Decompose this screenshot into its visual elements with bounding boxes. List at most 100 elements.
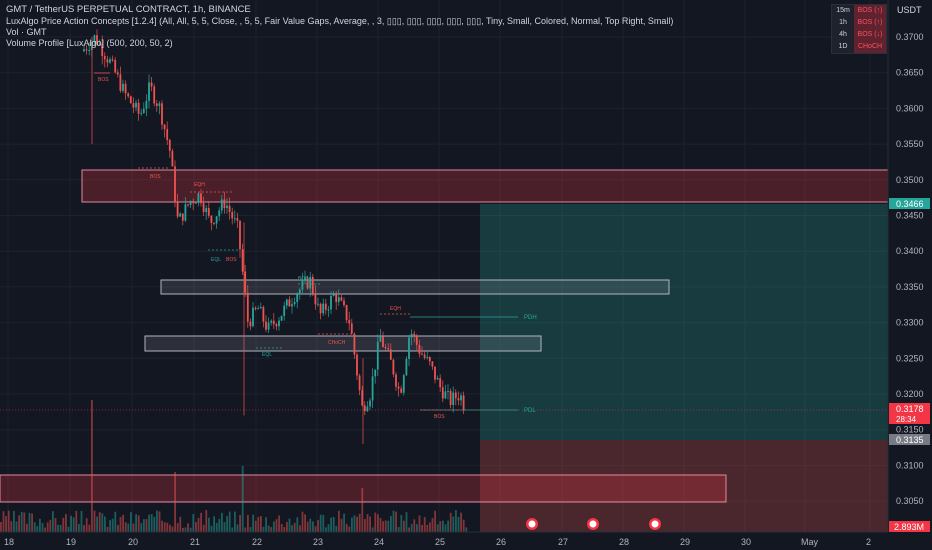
volume-bar (179, 516, 182, 532)
take-profit-zone[interactable] (480, 204, 888, 440)
price-tick-label: 0.3250 (896, 353, 924, 363)
volume-bar (457, 516, 460, 532)
volume-bar (234, 511, 236, 532)
volume-bar (197, 517, 200, 532)
eql-label: EQL (211, 257, 221, 263)
candle-body (314, 293, 317, 305)
volume-bar (247, 514, 249, 532)
volume-bar (377, 514, 379, 532)
volume-bar (184, 527, 187, 532)
earnings-flag-icon[interactable] (587, 518, 599, 530)
volume-bar (2, 511, 5, 532)
candle-body (340, 297, 343, 301)
volume-bar (18, 515, 20, 532)
volume-bar (465, 527, 468, 532)
volume-bar (374, 512, 377, 532)
volume-bar (262, 526, 265, 532)
chart-title: GMT / TetherUS PERPETUAL CONTRACT, 1h, B… (6, 4, 251, 15)
volume-bar (221, 512, 223, 532)
candle-body (434, 366, 436, 380)
price-axis[interactable]: 0.3700 0.3650 0.3600 0.3550 0.3500 0.3450 0.34… (896, 32, 924, 506)
volume-bar (338, 510, 340, 532)
eqh-label: EQH (194, 182, 205, 188)
candle-body (127, 93, 130, 97)
volume-bar (439, 521, 442, 532)
candle-body (462, 395, 465, 411)
volume-bar (278, 515, 280, 532)
event-markers[interactable] (526, 518, 661, 530)
candle-body (184, 204, 187, 221)
volume-bar (395, 511, 397, 532)
candle-body (335, 294, 338, 302)
volume-bar (335, 525, 338, 532)
volume-bar (122, 514, 124, 532)
chart-grid (0, 0, 888, 532)
earnings-flag-icon[interactable] (649, 518, 661, 530)
volume-bar (57, 524, 59, 532)
volume-bar (98, 512, 101, 532)
time-axis[interactable]: 18 19 20 21 22 23 24 25 26 27 28 29 30 May 2 (4, 537, 871, 547)
candle-body (415, 336, 418, 345)
price-tick-label: 0.3550 (896, 139, 924, 149)
volume-bar (23, 512, 26, 532)
volume-bar (75, 510, 78, 532)
candle-body (155, 103, 158, 107)
indicator-volume[interactable]: Vol · GMT (6, 27, 47, 37)
candle-body (259, 307, 262, 309)
volume-bar (13, 510, 15, 532)
volume-bar (156, 510, 158, 532)
volume-bar (421, 524, 423, 532)
candle-body (304, 277, 306, 281)
volume-bar (143, 519, 145, 532)
volume-bar (210, 525, 213, 532)
candle-body (306, 277, 309, 289)
candle-body (111, 59, 114, 61)
volume-bar (332, 517, 335, 532)
mtf-row: 4h BOS (↓) (832, 29, 886, 41)
candle-body (166, 129, 169, 140)
indicator-price-action[interactable]: LuxAlgo Price Action Concepts [1.2.4] (A… (6, 16, 674, 26)
eql-label: EQL (262, 352, 272, 358)
volume-bar (384, 520, 387, 532)
stop-loss-zone[interactable] (480, 440, 888, 532)
volume-bar (208, 517, 210, 532)
bos-label: BOS (298, 276, 309, 282)
bos-label: BOS (98, 77, 109, 83)
candle-body (171, 150, 174, 167)
volume-bar (356, 516, 358, 532)
candle-body (285, 299, 288, 306)
candle-body (267, 322, 270, 330)
candle-body (223, 199, 226, 209)
candle-body (397, 386, 400, 389)
candle-body (226, 205, 228, 209)
volume-bar (49, 519, 52, 532)
candle-body (413, 333, 416, 337)
earnings-flag-icon[interactable] (526, 518, 538, 530)
volume-bar (5, 516, 7, 532)
volume-bar (158, 511, 161, 532)
volume-bar (236, 524, 239, 532)
volume-bar (132, 523, 135, 532)
mtf-dashboard: 15m BOS (↑) 1h BOS (↑) 4h BOS (↓) 1D CHo… (831, 4, 887, 54)
volume-bar (390, 515, 392, 532)
candle-body (330, 295, 332, 310)
candle-body (189, 200, 192, 205)
volume-bar (366, 514, 369, 532)
svg-text:0.3466: 0.3466 (896, 199, 924, 209)
volume-bar (150, 514, 153, 532)
candle-body (337, 297, 340, 302)
currency-label: USDT (897, 5, 922, 15)
candle-body (376, 341, 379, 370)
mtf-status: BOS (↑) (854, 5, 886, 17)
indicator-volume-profile[interactable]: Volume Profile [LuxAlgo] (500, 200, 50, … (6, 38, 173, 48)
volume-bar (426, 524, 429, 532)
candle-body (324, 303, 327, 310)
volume-bar (96, 516, 98, 532)
volume-bar (140, 522, 143, 532)
candle-body (179, 213, 182, 217)
bos-label: BOS (150, 174, 161, 180)
candle-body (103, 56, 106, 60)
supply-zone (81, 169, 889, 203)
volume-bar (280, 523, 283, 532)
